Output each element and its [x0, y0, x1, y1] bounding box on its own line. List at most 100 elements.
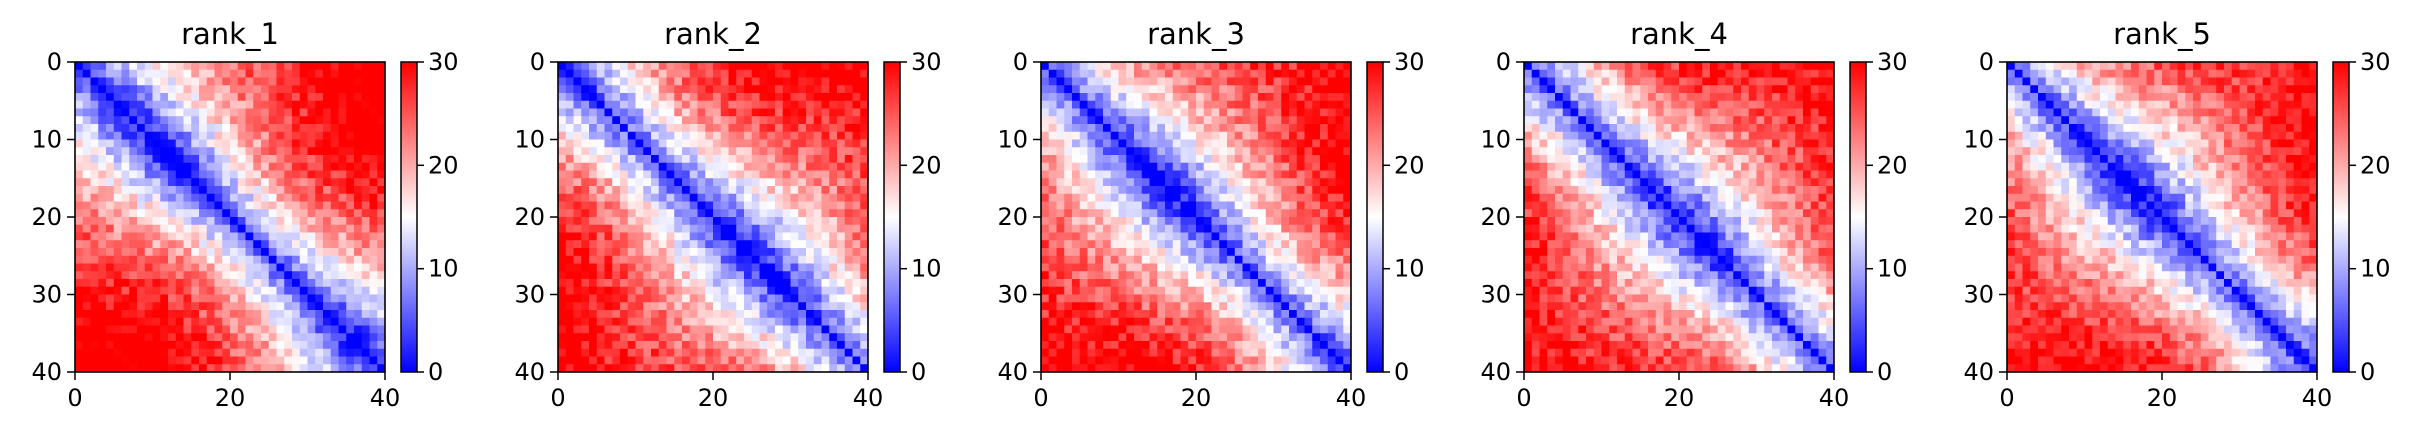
heatmap-cell: [222, 279, 231, 288]
heatmap-cell: [620, 155, 629, 164]
heatmap-cell: [767, 193, 776, 202]
heatmap-cell: [214, 294, 223, 303]
heatmap-cell: [627, 217, 636, 226]
heatmap-cell: [844, 93, 853, 102]
heatmap-cell: [106, 116, 115, 125]
heatmap-cell: [1095, 193, 1104, 202]
heatmap-cell: [292, 155, 301, 164]
heatmap-cell: [1710, 69, 1719, 78]
heatmap-cell: [377, 240, 386, 249]
heatmap-cell: [377, 139, 386, 148]
heatmap-cell: [612, 62, 621, 71]
heatmap-cell: [1180, 77, 1189, 86]
heatmap-cell: [635, 279, 644, 288]
heatmap-cell: [377, 155, 386, 164]
heatmap-cell: [168, 310, 177, 319]
heatmap-cell: [144, 116, 153, 125]
heatmap-cell: [330, 341, 339, 350]
heatmap-cell: [821, 286, 830, 295]
heatmap-cell: [558, 116, 567, 125]
heatmap-cell: [113, 186, 122, 195]
heatmap-cell: [1103, 62, 1112, 71]
heatmap-cell: [1617, 77, 1626, 86]
heatmap-cell: [1304, 131, 1313, 140]
heatmap-cell: [558, 224, 567, 233]
heatmap-cell: [829, 201, 838, 210]
heatmap-cell: [160, 232, 169, 241]
heatmap-cell: [558, 294, 567, 303]
heatmap-cell: [199, 116, 208, 125]
heatmap-cell: [806, 333, 815, 342]
heatmap-cell: [1079, 108, 1088, 117]
heatmap-cell: [1258, 139, 1267, 148]
heatmap-cell: [697, 108, 706, 117]
heatmap-cell: [1335, 77, 1344, 86]
heatmap-cell: [1343, 162, 1352, 171]
heatmap-cell: [643, 93, 652, 102]
heatmap-cell: [1227, 333, 1236, 342]
heatmap-cell: [682, 317, 691, 326]
heatmap-cell: [346, 232, 355, 241]
heatmap-cell: [1118, 147, 1127, 156]
heatmap-cell: [369, 248, 378, 257]
heatmap-cell: [1320, 193, 1329, 202]
heatmap-cell: [604, 116, 613, 125]
heatmap-cell: [782, 69, 791, 78]
heatmap-cell: [369, 69, 378, 78]
heatmap-cell: [813, 255, 822, 264]
heatmap-cell: [666, 93, 675, 102]
heatmap-cell: [829, 294, 838, 303]
heatmap-cell: [292, 255, 301, 264]
heatmap-cell: [697, 333, 706, 342]
heatmap-cell: [1296, 302, 1305, 311]
heatmap-cell: [666, 186, 675, 195]
heatmap-cell: [1211, 217, 1220, 226]
heatmap-cell: [214, 279, 223, 288]
heatmap-cell: [829, 131, 838, 140]
heatmap-cell: [1219, 333, 1228, 342]
heatmap-cell: [1250, 108, 1259, 117]
heatmap-cell: [261, 155, 270, 164]
heatmap-cell: [829, 271, 838, 280]
heatmap-cell: [1072, 310, 1081, 319]
heatmap-cell: [720, 341, 729, 350]
heatmap-cell: [160, 116, 169, 125]
heatmap-cell: [82, 131, 91, 140]
heatmap-cell: [627, 178, 636, 187]
heatmap-cell: [214, 209, 223, 218]
heatmap-cell: [744, 341, 753, 350]
heatmap-cell: [604, 341, 613, 350]
heatmap-cell: [658, 279, 667, 288]
heatmap-cell: [612, 85, 621, 94]
heatmap-cell: [844, 333, 853, 342]
heatmap-cell: [1250, 147, 1259, 156]
heatmap-cell: [1041, 310, 1050, 319]
heatmap-cell: [175, 364, 184, 373]
heatmap-cell: [837, 108, 846, 117]
heatmap-cell: [1056, 85, 1065, 94]
heatmap-cell: [565, 108, 574, 117]
heatmap-cell: [292, 224, 301, 233]
heatmap-cell: [1289, 77, 1298, 86]
heatmap-cell: [1126, 348, 1135, 357]
heatmap-cell: [1273, 162, 1282, 171]
heatmap-cell: [1165, 116, 1174, 125]
heatmap-cell: [1141, 85, 1150, 94]
heatmap-cell: [1343, 178, 1352, 187]
heatmap-cell: [82, 302, 91, 311]
heatmap-cell: [813, 155, 822, 164]
heatmap-cell: [736, 100, 745, 109]
heatmap-cell: [245, 201, 254, 210]
heatmap-cell: [230, 201, 239, 210]
heatmap-cell: [152, 248, 161, 257]
heatmap-cell: [1056, 348, 1065, 357]
heatmap-cell: [728, 255, 737, 264]
heatmap-cell: [1079, 131, 1088, 140]
heatmap-cell: [121, 201, 130, 210]
heatmap-cell: [798, 139, 807, 148]
heatmap-cell: [689, 279, 698, 288]
heatmap-cell: [744, 155, 753, 164]
heatmap-cell: [292, 294, 301, 303]
colorbar-tick-label: 30: [1394, 48, 1425, 76]
heatmap-cell: [299, 93, 308, 102]
